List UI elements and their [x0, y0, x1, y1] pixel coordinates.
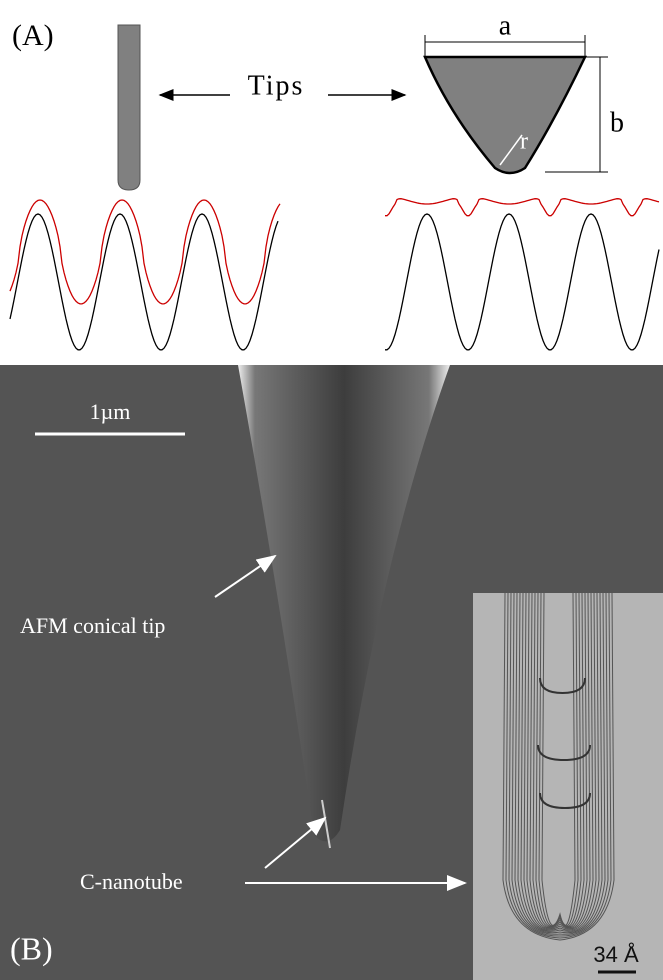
- nanotube-label: C-nanotube: [80, 869, 183, 894]
- dim-a: a: [499, 10, 512, 41]
- scale-label: 1µm: [90, 399, 131, 424]
- thin-tip: [118, 25, 140, 190]
- panel-label: (A): [12, 19, 54, 52]
- dim-r: r: [520, 129, 528, 155]
- afm-label: AFM conical tip: [20, 613, 165, 638]
- panel-label: (B): [10, 930, 53, 966]
- dim-b: b: [610, 107, 624, 138]
- tips-label: Tips: [248, 70, 305, 101]
- inset-scale: 34 Å: [593, 942, 639, 967]
- panel-a-bg: [0, 0, 663, 365]
- figure: (A) Tips a b r 1µm AFM conical tip C-nan…: [0, 0, 663, 980]
